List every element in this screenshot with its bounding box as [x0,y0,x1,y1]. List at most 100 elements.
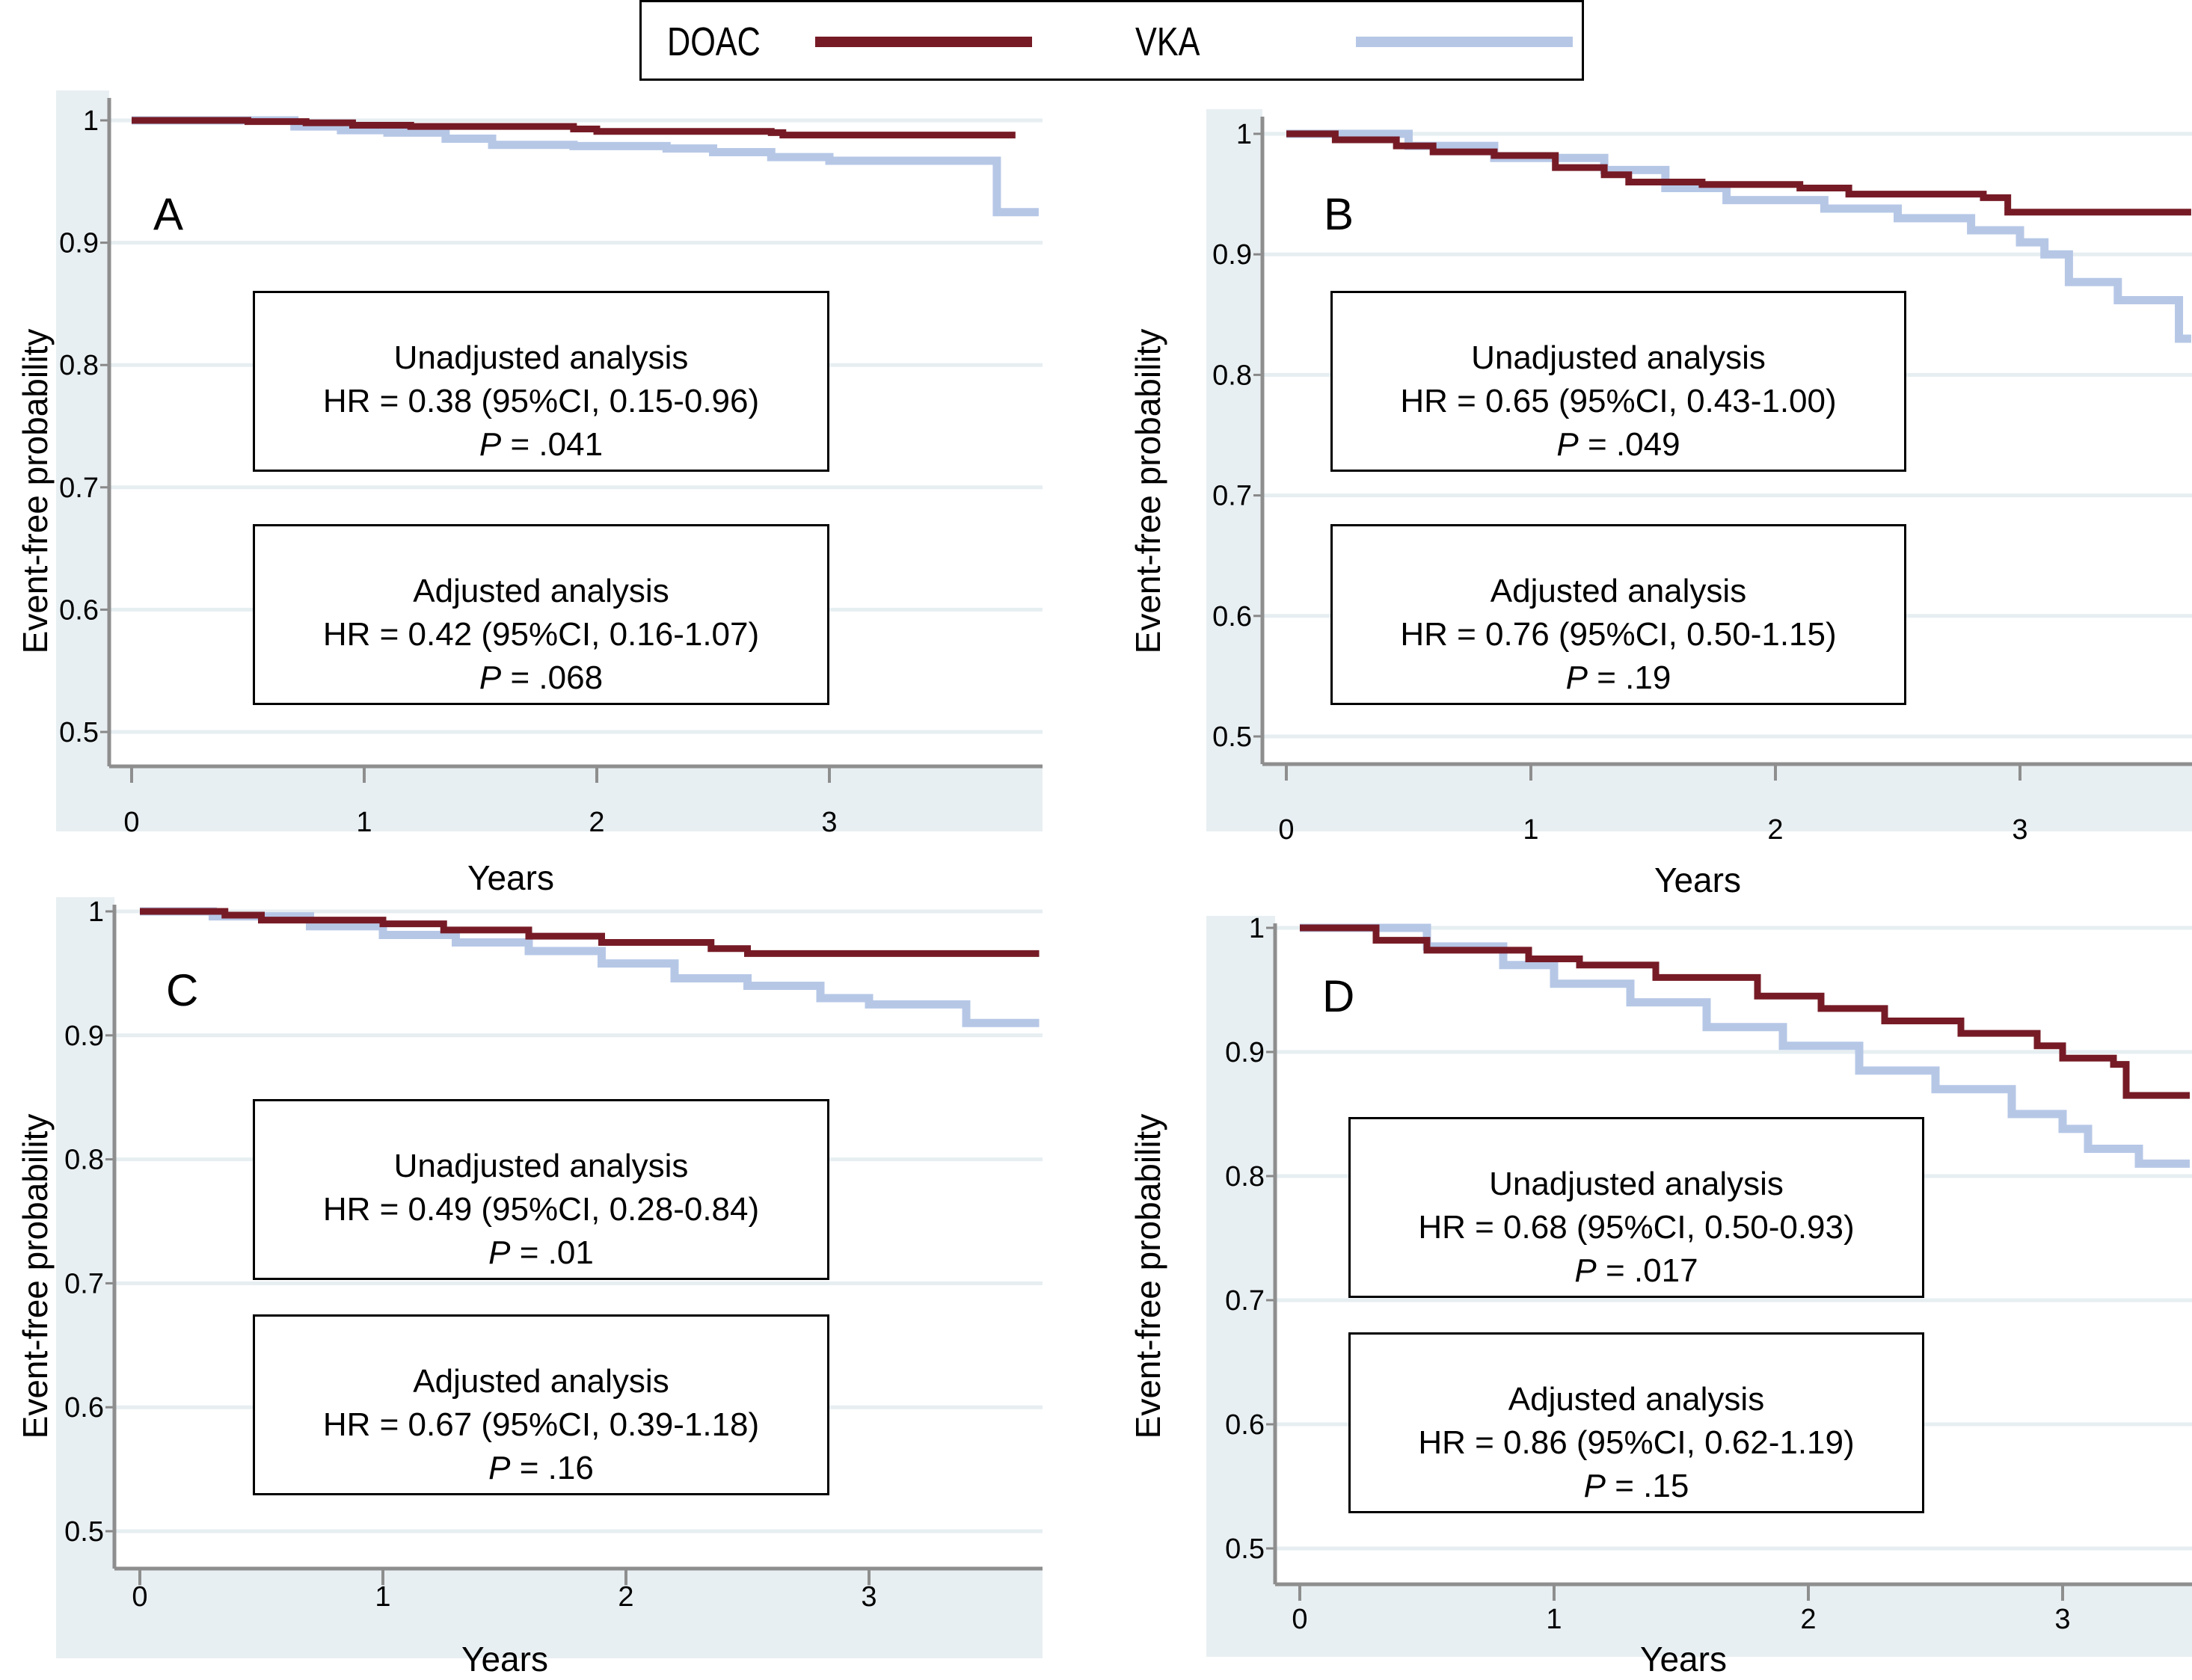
unadjusted-p-b: = .049 [1578,426,1680,463]
adjusted-hr-b: HR = 0.76 (95%CI, 0.50-1.15) [1400,616,1837,653]
x-tick-label-b: 3 [2012,814,2027,846]
adjusted-p-d: = .15 [1606,1468,1689,1504]
km-curve-vka-a [132,116,1039,217]
unadjusted-hr-b: HR = 0.65 (95%CI, 0.43-1.00) [1400,383,1837,419]
y-tick-label-d: 0.9 [1225,1037,1265,1068]
y-tick-label-b: 0.7 [1212,481,1252,512]
x-axis-label-a: Years [467,858,554,897]
km-curve-doac-c [140,908,1040,957]
x-tick-label-c: 3 [861,1581,877,1613]
y-tick-label-d: 0.5 [1225,1533,1265,1565]
unadjusted-box-a: Unadjusted analysis HR = 0.38 (95%CI, 0.… [253,291,829,472]
x-tick-label-a: 0 [123,807,139,838]
adjusted-box-b: Adjusted analysis HR = 0.76 (95%CI, 0.50… [1330,524,1906,705]
panel-letter-a: A [153,189,184,239]
y-tick-label-a: 0.5 [59,717,99,748]
unadjusted-hr-d: HR = 0.68 (95%CI, 0.50-0.93) [1418,1209,1855,1246]
adjusted-box-a: Adjusted analysis HR = 0.42 (95%CI, 0.16… [253,524,829,705]
y-axis-label-a: Event-free probability [16,328,55,654]
adjusted-title-b: Adjusted analysis [1490,573,1747,609]
panel-letter-c: C [166,965,199,1015]
unadjusted-hr-a: HR = 0.38 (95%CI, 0.15-0.96) [322,383,760,419]
p-label: P [479,659,502,696]
y-tick-label-c: 1 [88,896,104,928]
x-tick-label-a: 1 [356,807,372,838]
p-label: P [488,1450,511,1486]
y-tick-label-b: 0.6 [1212,601,1252,633]
adjusted-p-a: = .068 [501,659,604,696]
x-axis-label-b: Years [1654,861,1741,899]
km-curve-vka-b [1286,129,2191,343]
p-label: P [488,1234,511,1271]
legend-swatch-doac [815,37,1032,47]
x-tick-label-d: 0 [1292,1604,1307,1635]
p-label: P [1556,426,1579,463]
panel-letter-b: B [1324,189,1354,239]
unadjusted-title-b: Unadjusted analysis [1471,339,1766,376]
x-tick-label-d: 1 [1546,1604,1562,1635]
x-tick-label-c: 1 [375,1581,390,1613]
x-tick-label-d: 2 [1800,1604,1816,1635]
y-tick-label-a: 0.6 [59,594,99,626]
y-tick-label-c: 0.8 [64,1145,104,1176]
y-axis-label-d: Event-free probability [1129,1113,1167,1439]
y-tick-label-b: 1 [1236,119,1252,150]
x-tick-label-c: 0 [132,1581,147,1613]
km-curve-doac-b [1286,130,2191,216]
legend-label-vka: VKA [1135,19,1200,64]
p-label: P [1574,1252,1597,1289]
y-tick-label-d: 1 [1249,913,1265,944]
y-tick-label-b: 0.5 [1212,721,1252,753]
adjusted-title-d: Adjusted analysis [1508,1381,1765,1418]
y-tick-label-a: 1 [83,105,99,137]
adjusted-box-c: Adjusted analysis HR = 0.67 (95%CI, 0.39… [253,1314,829,1495]
y-tick-label-c: 0.7 [64,1268,104,1299]
adjusted-hr-a: HR = 0.42 (95%CI, 0.16-1.07) [322,616,760,653]
adjusted-title-c: Adjusted analysis [413,1363,669,1400]
km-curve-vka-c [140,907,1040,1027]
adjusted-p-c: = .16 [510,1450,594,1486]
y-tick-label-d: 0.8 [1225,1161,1265,1193]
y-tick-label-a: 0.9 [59,228,99,259]
y-tick-label-d: 0.6 [1225,1409,1265,1441]
x-tick-label-b: 2 [1767,814,1783,846]
x-tick-label-c: 2 [618,1581,633,1613]
y-tick-label-b: 0.8 [1212,360,1252,391]
x-tick-label-a: 3 [821,807,837,838]
km-curve-vka-d [1300,923,2190,1168]
y-tick-label-a: 0.7 [59,473,99,504]
x-axis-label-c: Years [461,1640,548,1679]
unadjusted-p-a: = .041 [501,426,604,463]
unadjusted-box-b: Unadjusted analysis HR = 0.65 (95%CI, 0.… [1330,291,1906,472]
adjusted-box-d: Adjusted analysis HR = 0.86 (95%CI, 0.62… [1348,1332,1924,1513]
y-axis-label-c: Event-free probability [16,1113,55,1439]
y-tick-label-a: 0.8 [59,350,99,381]
p-label: P [1583,1468,1606,1504]
x-tick-label-b: 0 [1278,814,1294,846]
unadjusted-box-c: Unadjusted analysis HR = 0.49 (95%CI, 0.… [253,1099,829,1280]
adjusted-hr-c: HR = 0.67 (95%CI, 0.39-1.18) [322,1406,760,1443]
unadjusted-title-a: Unadjusted analysis [393,339,689,376]
y-tick-label-c: 0.5 [64,1516,104,1548]
panel-letter-d: D [1322,971,1355,1021]
legend: DOAC VKA [639,0,1584,81]
km-curve-doac-d [1300,924,2190,1099]
p-label: P [1565,659,1588,696]
unadjusted-hr-c: HR = 0.49 (95%CI, 0.28-0.84) [322,1191,760,1228]
x-tick-label-b: 1 [1523,814,1538,846]
legend-label-doac: DOAC [667,19,761,64]
adjusted-p-b: = .19 [1588,659,1671,696]
y-axis-label-b: Event-free probability [1129,328,1167,654]
x-tick-label-a: 2 [589,807,604,838]
adjusted-hr-d: HR = 0.86 (95%CI, 0.62-1.19) [1418,1424,1855,1461]
legend-swatch-vka [1356,37,1573,47]
y-tick-label-c: 0.9 [64,1021,104,1052]
y-tick-label-c: 0.6 [64,1392,104,1424]
unadjusted-title-d: Unadjusted analysis [1489,1166,1784,1202]
unadjusted-title-c: Unadjusted analysis [393,1148,689,1184]
unadjusted-p-d: = .017 [1596,1252,1698,1289]
km-curve-doac-a [132,117,1016,139]
x-tick-label-d: 3 [2054,1604,2070,1635]
y-tick-label-b: 0.9 [1212,239,1252,271]
unadjusted-box-d: Unadjusted analysis HR = 0.68 (95%CI, 0.… [1348,1117,1924,1298]
